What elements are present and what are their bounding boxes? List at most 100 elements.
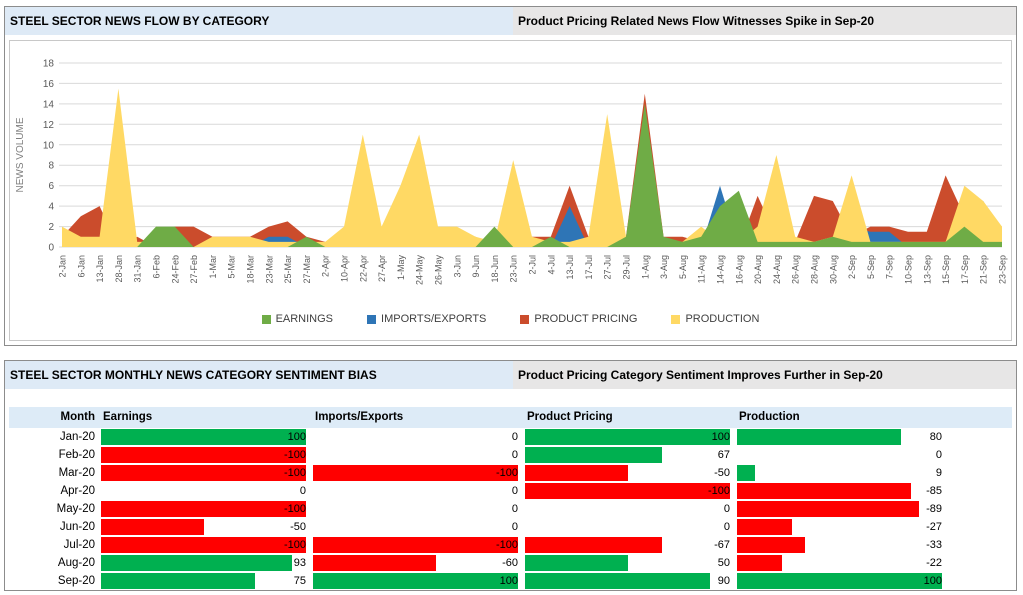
x-tick-label: 23-Mar — [264, 255, 274, 284]
month-cell: Mar-20 — [58, 467, 95, 479]
column-header-month: Month — [60, 411, 95, 423]
x-tick-label: 5-Sep — [866, 255, 876, 279]
positive-sentiment-bar — [313, 573, 518, 589]
x-tick-label: 30-Aug — [828, 255, 838, 284]
x-tick-label: 24-Aug — [772, 255, 782, 284]
table-row: Sep-20 75 100 90 100 — [9, 572, 1012, 590]
negative-sentiment-bar — [101, 447, 306, 463]
sentiment-cell: -100 — [313, 464, 525, 482]
sentiment-value: 100 — [923, 575, 942, 587]
sentiment-cell: 90 — [525, 572, 737, 590]
legend-item-imports-exports: IMPORTS/EXPORTS — [367, 313, 486, 325]
bar-track — [101, 555, 306, 571]
legend-swatch-icon — [261, 314, 271, 324]
negative-sentiment-bar — [525, 483, 730, 499]
sentiment-value: -60 — [502, 557, 518, 569]
y-tick-label: 6 — [48, 181, 54, 192]
sentiment-value: -100 — [707, 485, 730, 497]
negative-sentiment-bar — [313, 465, 518, 481]
bar-track — [525, 447, 730, 463]
table-row: Apr-20 0 0 -100 -85 — [9, 482, 1012, 500]
x-tick-label: 15-Sep — [941, 255, 951, 284]
bar-track — [737, 555, 942, 571]
bar-track — [737, 519, 942, 535]
x-tick-label: 6-Jan — [76, 255, 86, 278]
sentiment-value: 75 — [293, 575, 306, 587]
sentiment-value: 100 — [287, 431, 306, 443]
bar-track — [737, 465, 942, 481]
x-tick-label: 27-Feb — [189, 255, 199, 284]
x-tick-label: 10-Apr — [340, 255, 350, 282]
sentiment-header-row: STEEL SECTOR MONTHLY NEWS CATEGORY SENTI… — [5, 361, 1016, 389]
area-earnings — [62, 103, 1002, 248]
positive-sentiment-bar — [525, 429, 730, 445]
bar-track — [101, 429, 306, 445]
month-cell: Jun-20 — [59, 521, 95, 533]
x-tick-label: 26-May — [434, 255, 444, 286]
x-tick-label: 17-Sep — [960, 255, 970, 284]
x-tick-label: 24-May — [415, 255, 425, 286]
sentiment-value: -100 — [283, 449, 306, 461]
table-row: May-20 -100 0 0 -89 — [9, 500, 1012, 518]
x-tick-label: 27-Apr — [377, 255, 387, 282]
sentiment-cell: 0 — [313, 446, 525, 464]
news-flow-panel: STEEL SECTOR NEWS FLOW BY CATEGORY Produ… — [4, 6, 1017, 346]
sentiment-cell: 0 — [313, 482, 525, 500]
legend-label: PRODUCT PRICING — [534, 313, 638, 325]
bar-track — [737, 537, 942, 553]
legend-item-earnings: EARNINGS — [261, 313, 333, 325]
legend-swatch-icon — [671, 314, 681, 324]
x-tick-label: 6-Feb — [152, 255, 162, 279]
y-tick-label: 8 — [48, 161, 54, 172]
sentiment-value: 0 — [511, 485, 518, 497]
sentiment-value: -100 — [283, 539, 306, 551]
x-tick-label: 16-Aug — [734, 255, 744, 284]
negative-sentiment-bar — [525, 465, 628, 481]
sentiment-cell: -100 — [101, 536, 313, 554]
sentiment-value: 67 — [717, 449, 730, 461]
legend-swatch-icon — [367, 314, 377, 324]
column-header-label: Product Pricing — [527, 411, 613, 423]
x-tick-label: 13-Jul — [565, 255, 575, 280]
month-cell: Feb-20 — [58, 449, 95, 461]
sentiment-value: -85 — [926, 485, 942, 497]
column-header-earnings: Earnings — [101, 407, 313, 428]
sentiment-table: Month Earnings Imports/Exports Product Pric… — [9, 407, 1012, 590]
sentiment-value: 90 — [717, 575, 730, 587]
negative-sentiment-bar — [101, 537, 306, 553]
column-header-product-pricing: Product Pricing — [525, 407, 737, 428]
sentiment-cell: 50 — [525, 554, 737, 572]
column-header-label: Imports/Exports — [315, 411, 404, 423]
bar-track — [525, 483, 730, 499]
bar-track — [525, 429, 730, 445]
sentiment-value: 0 — [511, 503, 518, 515]
x-tick-label: 20-Aug — [753, 255, 763, 284]
sentiment-cell: 93 — [101, 554, 313, 572]
positive-sentiment-bar — [737, 465, 756, 481]
bar-track — [101, 447, 306, 463]
y-tick-label: 0 — [48, 243, 54, 254]
sentiment-cell: 9 — [737, 464, 949, 482]
x-tick-label: 4-Jul — [546, 255, 556, 275]
table-header-row: Month Earnings Imports/Exports Product Pric… — [9, 407, 1012, 428]
x-tick-label: 2-Jan — [58, 255, 68, 278]
sentiment-value: 0 — [511, 431, 518, 443]
sentiment-cell: 0 — [101, 482, 313, 500]
bar-track — [313, 555, 518, 571]
x-tick-label: 9-Jun — [471, 255, 481, 278]
bar-track — [737, 483, 942, 499]
positive-sentiment-bar — [737, 573, 942, 589]
sentiment-value: 80 — [929, 431, 942, 443]
bar-track — [313, 537, 518, 553]
sentiment-value: 0 — [723, 521, 730, 533]
x-tick-label: 27-Jul — [603, 255, 613, 280]
sentiment-cell: -50 — [525, 464, 737, 482]
bar-track — [313, 501, 518, 517]
sentiment-value: -100 — [283, 503, 306, 515]
x-tick-label: 3-Jun — [452, 255, 462, 278]
sentiment-value: -100 — [495, 539, 518, 551]
x-tick-label: 17-Jul — [584, 255, 594, 280]
x-tick-label: 5-Mar — [227, 255, 237, 279]
month-cell: Jul-20 — [63, 539, 95, 551]
bar-track — [101, 537, 306, 553]
